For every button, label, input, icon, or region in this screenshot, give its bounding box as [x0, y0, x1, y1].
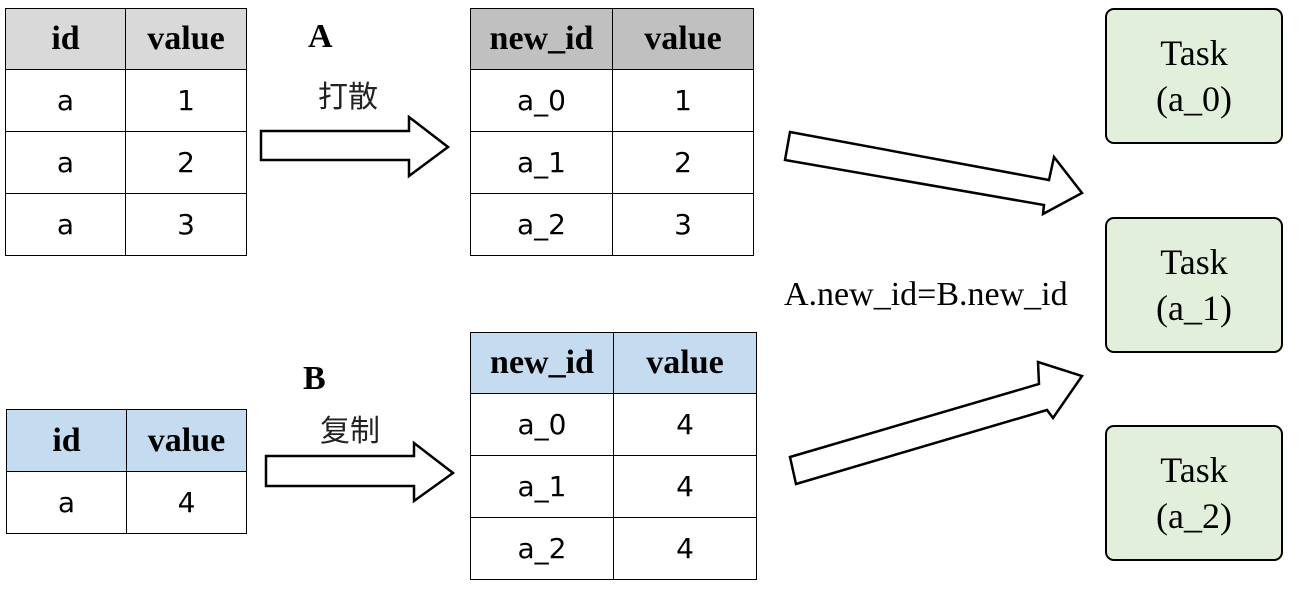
cell-id: a: [6, 471, 127, 534]
table-a-scattered: new_id value a_0 1 a_1 2 a_2 3: [470, 8, 754, 256]
table-row: a 4: [6, 471, 247, 534]
cell-id: a: [5, 193, 126, 256]
cell-new-id: a_0: [470, 393, 614, 456]
cell-value: 2: [125, 131, 247, 194]
cell-new-id: a_2: [470, 517, 614, 580]
arrow-right-a: [259, 114, 451, 179]
cell-new-id: a_1: [470, 131, 613, 194]
task-key: (a_2): [1156, 496, 1232, 536]
label-b-action: 复制: [320, 414, 380, 449]
join-condition: A.new_id=B.new_id: [784, 276, 1068, 313]
table-header-row: id value: [6, 409, 247, 472]
cell-new-id: a_0: [470, 69, 613, 132]
cell-new-id: a_2: [470, 193, 613, 256]
task-label: Task: [1160, 450, 1228, 490]
cell-value: 3: [125, 193, 247, 256]
task-box-a1: Task (a_1): [1105, 217, 1283, 353]
arrow-to-task-1: [788, 360, 1084, 486]
table-row: a_2 3: [470, 193, 754, 256]
table-header-row: new_id value: [470, 8, 754, 70]
column-header-value: value: [613, 332, 757, 394]
arrow-to-task-0: [783, 130, 1084, 217]
task-box-a2: Task (a_2): [1105, 425, 1283, 561]
task-box-a0: Task (a_0): [1105, 8, 1283, 144]
column-header-id: id: [5, 8, 126, 70]
table-row: a_1 4: [470, 455, 757, 518]
cell-id: a: [5, 69, 126, 132]
table-b-replicated: new_id value a_0 4 a_1 4 a_2 4: [470, 332, 757, 580]
table-row: a_0 1: [470, 69, 754, 132]
column-header-id: id: [6, 409, 127, 472]
cell-value: 2: [612, 131, 754, 194]
table-row: a_2 4: [470, 517, 757, 580]
table-row: a 3: [5, 193, 247, 256]
task-label: Task: [1160, 33, 1228, 73]
cell-value: 4: [613, 517, 757, 580]
label-a-letter: A: [308, 18, 333, 55]
cell-new-id: a_1: [470, 455, 614, 518]
arrow-right-b: [264, 440, 456, 504]
column-header-new-id: new_id: [470, 332, 614, 394]
column-header-value: value: [126, 409, 247, 472]
cell-value: 3: [612, 193, 754, 256]
column-header-value: value: [612, 8, 754, 70]
task-label: Task: [1160, 242, 1228, 282]
table-header-row: new_id value: [470, 332, 757, 394]
task-key: (a_1): [1156, 288, 1232, 328]
task-key: (a_0): [1156, 79, 1232, 119]
label-b-letter: B: [303, 360, 326, 397]
table-b-original: id value a 4: [6, 409, 247, 534]
table-a-original: id value a 1 a 2 a 3: [5, 8, 247, 256]
cell-value: 1: [612, 69, 754, 132]
table-row: a_1 2: [470, 131, 754, 194]
cell-value: 4: [126, 471, 247, 534]
label-a-action: 打散: [318, 80, 378, 115]
column-header-new-id: new_id: [470, 8, 613, 70]
